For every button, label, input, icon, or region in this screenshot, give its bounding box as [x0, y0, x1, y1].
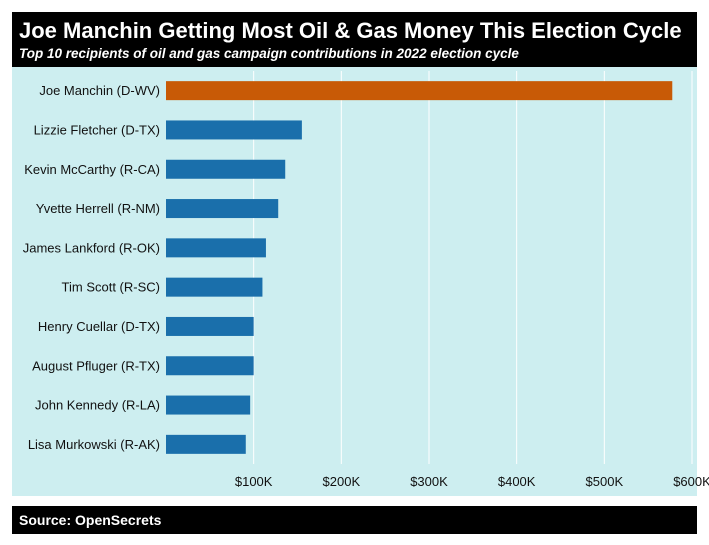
category-label: John Kennedy (R-LA)	[35, 398, 160, 413]
bar	[166, 277, 263, 297]
category-label: Lizzie Fletcher (D-TX)	[34, 122, 160, 137]
chart-footer: Source: OpenSecrets	[12, 506, 697, 534]
category-label: Henry Cuellar (D-TX)	[38, 319, 160, 334]
category-label: Kevin McCarthy (R-CA)	[24, 162, 160, 177]
bar	[166, 199, 279, 219]
category-label: James Lankford (R-OK)	[23, 240, 160, 255]
bar	[166, 395, 251, 415]
chart-header: Joe Manchin Getting Most Oil & Gas Money…	[12, 12, 697, 67]
category-label: Tim Scott (R-SC)	[62, 280, 160, 295]
x-tick-label: $300K	[410, 474, 448, 489]
bar	[166, 356, 254, 376]
category-label: August Pfluger (R-TX)	[32, 358, 160, 373]
category-label: Lisa Murkowski (R-AK)	[28, 437, 160, 452]
category-label: Joe Manchin (D-WV)	[39, 83, 160, 98]
source-credit: Source: OpenSecrets	[19, 512, 162, 528]
x-tick-label: $400K	[498, 474, 536, 489]
bar	[166, 434, 246, 454]
x-tick-label: $600K	[673, 474, 709, 489]
chart-subtitle: Top 10 recipients of oil and gas campaig…	[19, 46, 519, 61]
category-label: Yvette Herrell (R-NM)	[36, 201, 160, 216]
bar	[166, 316, 254, 336]
chart-title: Joe Manchin Getting Most Oil & Gas Money…	[19, 18, 682, 43]
bar	[166, 81, 673, 101]
chart-panel	[12, 67, 697, 496]
x-tick-label: $500K	[586, 474, 624, 489]
bar	[166, 120, 302, 140]
bar	[166, 159, 286, 179]
x-tick-label: $100K	[235, 474, 273, 489]
x-tick-label: $200K	[323, 474, 361, 489]
bar	[166, 238, 266, 258]
